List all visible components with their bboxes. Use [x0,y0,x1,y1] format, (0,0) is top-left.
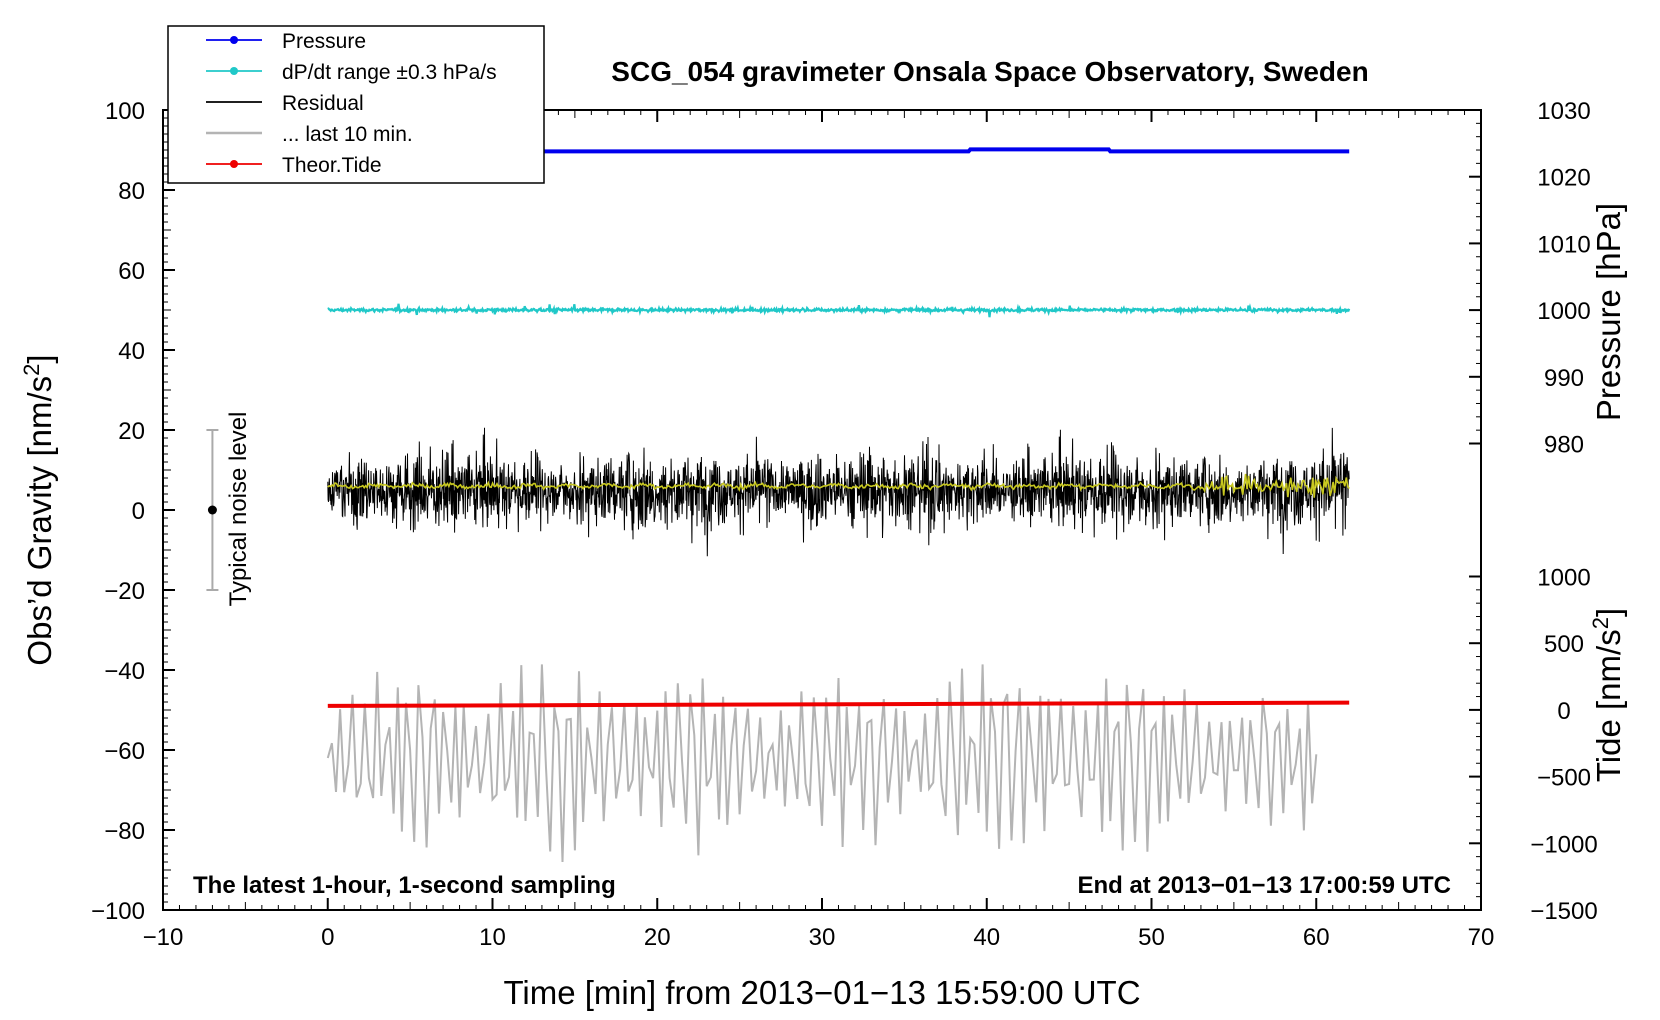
noise-level-label: Typical noise level [225,412,252,607]
tide-axis-label-sup: 2 [1588,617,1613,629]
tide-axis-label-end: ] [1590,608,1627,617]
x-tick-label: 40 [973,924,1000,951]
legend-label: dP/dt range ±0.3 hPa/s [282,61,497,84]
series-group [326,147,1351,863]
y-left-tick-label: −100 [91,898,145,925]
y-left-tick-label: −60 [104,738,145,765]
legend-label: Residual [282,92,364,115]
x-tick-label: 30 [809,924,836,951]
tide-tick-label: −1000 [1530,831,1597,858]
left-y-axis-ticks: 100 80 60 40 20 0 −20 −40 −60 −80 −100 [91,98,175,925]
legend-label: Pressure [282,30,366,53]
legend-swatch-dot [230,67,238,75]
x-axis-label: Time [min] from 2013−01−13 15:59:00 UTC [503,974,1140,1011]
tide-axis-ticks: 1000 500 0 −500 −1000 −1500 [1469,565,1598,925]
x-tick-label: 70 [1468,924,1495,951]
legend-label: ... last 10 min. [282,123,413,146]
y-left-tick-label: −80 [104,818,145,845]
legend-swatch-dot [230,160,238,168]
left-y-axis-label: Obs’d Gravity [nm/s2] [19,354,58,665]
x-tick-label: 50 [1138,924,1165,951]
x-tick-label: 20 [644,924,671,951]
tide-tick-label: 1000 [1537,565,1590,592]
left-y-axis-label-end: ] [21,354,58,363]
x-tick-label: 10 [479,924,506,951]
pressure-tick-label: 1000 [1537,298,1590,325]
pressure-tick-label: 1030 [1537,98,1590,125]
legend-box [167,25,545,184]
y-left-tick-label: 100 [105,98,145,125]
tide-tick-label: −500 [1537,765,1591,792]
series-pressure-line [327,147,1350,154]
pressure-axis-label: Pressure [hPa] [1590,203,1627,421]
y-left-tick-label: 80 [118,178,145,205]
noise-level-marker [206,429,219,591]
y-left-tick-label: 20 [118,418,145,445]
y-left-tick-label: 0 [132,498,145,525]
legend-swatch-dot [230,36,238,44]
tide-tick-label: −1500 [1530,898,1597,925]
tide-tick-label: 500 [1544,631,1584,658]
left-y-axis-label-sup: 2 [19,364,44,376]
y-left-tick-label: −20 [104,578,145,605]
tide-axis-label: Tide [nm/s2] [1588,608,1627,782]
tide-axis-label-main: Tide [nm/s [1590,629,1627,782]
series-smoothed-line [327,473,1350,498]
pressure-tick-label: 1010 [1537,231,1590,258]
annotation-latest-hour: The latest 1-hour, 1-second sampling [193,872,616,899]
legend-label: Theor.Tide [282,154,382,177]
legend: Pressure dP/dt range ±0.3 hPa/s Residual..… [167,25,545,184]
y-left-tick-label: −40 [104,658,145,685]
pressure-tick-label: 980 [1544,432,1584,459]
series-residual-line [327,427,1350,557]
annotation-end-time: End at 2013−01−13 17:00:59 UTC [1077,872,1451,899]
y-left-tick-label: 40 [118,338,145,365]
minor-ticks [163,110,1481,910]
series-tide-line [327,700,1350,708]
x-tick-label: 60 [1303,924,1330,951]
pressure-axis-ticks: 1030 1020 1010 1000 990 980 [1469,98,1591,459]
chart-title: SCG_054 gravimeter Onsala Space Observat… [611,56,1368,87]
pressure-tick-label: 990 [1544,365,1584,392]
series-dpdt-line [327,303,1351,318]
x-tick-label: −10 [143,924,184,951]
series-last10-line [326,664,1318,863]
x-axis-ticks: −10 0 10 20 30 40 50 60 70 [143,110,1495,951]
y-left-tick-label: 60 [118,258,145,285]
x-tick-label: 0 [321,924,334,951]
tide-tick-label: 0 [1557,698,1570,725]
left-y-axis-label-main: Obs’d Gravity [nm/s [21,376,58,666]
pressure-tick-label: 1020 [1537,165,1590,192]
noise-center-dot [207,505,217,515]
